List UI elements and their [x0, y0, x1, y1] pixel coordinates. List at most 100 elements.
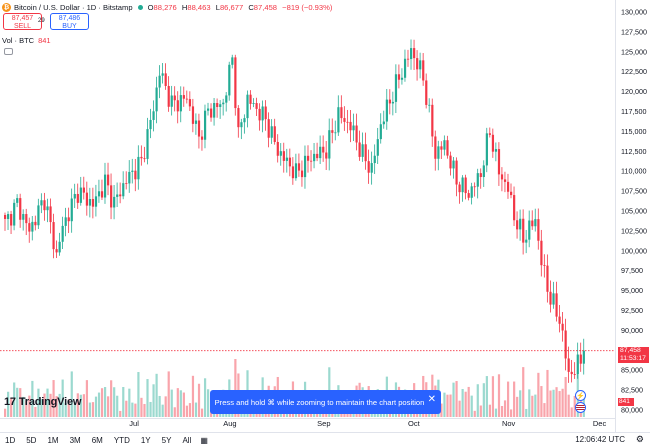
volume-bar: [79, 394, 82, 417]
symbol-legend[interactable]: ₿ Bitcoin / U.S. Dollar · 1D · Bitstamp …: [2, 1, 335, 13]
candle-body: [213, 103, 216, 118]
range-3m[interactable]: 3M: [69, 435, 81, 445]
candle-body: [46, 206, 49, 211]
candle-body: [82, 187, 85, 193]
volume-bar: [182, 392, 185, 417]
candle-body: [61, 225, 64, 242]
candle-body: [7, 214, 10, 219]
bolt-icon[interactable]: ⚡: [575, 390, 586, 401]
candle-body: [170, 95, 173, 107]
candle-body: [416, 58, 419, 70]
range-all[interactable]: All: [182, 435, 192, 445]
candle-body: [91, 199, 95, 207]
last-volume-tag: 841: [618, 398, 634, 406]
candle-body: [200, 136, 204, 140]
candle-body: [261, 106, 264, 121]
candle-body: [64, 217, 67, 226]
zoom-hint-toast: Press and hold ⌘ while zooming to mainta…: [210, 390, 441, 414]
x-tick-label: Oct: [408, 419, 421, 428]
candle-body: [431, 104, 434, 137]
volume-bar: [40, 399, 43, 417]
volume-bar: [555, 387, 558, 417]
us-flag-icon[interactable]: [575, 402, 586, 413]
candle-body: [458, 184, 461, 193]
volume-bar: [119, 410, 122, 417]
candle-body: [513, 195, 516, 221]
candle-body: [234, 57, 237, 109]
volume-bar: [140, 397, 143, 417]
candle-body: [506, 181, 510, 192]
candle-body: [558, 316, 561, 324]
low-value: 86,677: [219, 2, 244, 12]
change-value: −819 (−0.93%): [282, 2, 333, 12]
volume-bar: [482, 383, 485, 417]
volume-bar: [76, 393, 79, 417]
volume-bar: [46, 388, 49, 417]
volume-bar: [10, 398, 13, 417]
candle-body: [73, 193, 76, 199]
volume-bar: [203, 378, 207, 417]
y-tick-label: 100,000: [621, 246, 647, 255]
gear-icon[interactable]: ⚙: [635, 434, 644, 444]
candle-body: [546, 265, 549, 292]
candle-body: [358, 142, 361, 157]
candle-body: [25, 214, 28, 224]
range-1d[interactable]: 1D: [5, 435, 16, 445]
range-5y[interactable]: 5Y: [161, 435, 172, 445]
volume-bar: [55, 396, 58, 417]
candle-body: [464, 177, 467, 194]
candle-body: [252, 103, 255, 104]
volume-bar: [134, 403, 137, 417]
buy-button[interactable]: 87,486 BUY: [50, 13, 89, 30]
volume-bar: [125, 400, 128, 417]
volume-bar: [91, 402, 95, 417]
candle-body: [452, 160, 455, 169]
collapse-legend-icon[interactable]: [4, 48, 13, 55]
candle-body: [473, 186, 476, 188]
bitcoin-icon: ₿: [2, 2, 11, 12]
range-1m[interactable]: 1M: [47, 435, 59, 445]
volume-bar: [107, 396, 110, 417]
candle-body: [246, 94, 249, 119]
candle-body: [579, 354, 582, 364]
candle-body: [137, 156, 140, 180]
volume-bar: [16, 387, 19, 417]
range-1y[interactable]: 1Y: [140, 435, 151, 445]
sell-price: 87,457: [11, 15, 34, 22]
spread-value: 29: [38, 18, 45, 24]
range-ytd[interactable]: YTD: [113, 435, 130, 445]
candle-body: [76, 193, 79, 203]
volume-bar: [116, 395, 119, 417]
volume-bar: [467, 386, 470, 417]
volume-bar: [519, 390, 522, 417]
range-6m[interactable]: 6M: [91, 435, 103, 445]
volume-bar: [479, 405, 482, 417]
volume-legend[interactable]: Vol · BTC 841: [2, 36, 51, 45]
calendar-range-icon[interactable]: ▦: [200, 435, 208, 445]
close-icon[interactable]: ✕: [427, 394, 436, 405]
candle-body: [470, 186, 473, 198]
candle-body: [188, 99, 192, 107]
sell-button[interactable]: 87,457 SELL: [3, 13, 42, 30]
candle-body: [79, 187, 82, 203]
candle-body: [297, 163, 301, 171]
volume-bar: [185, 405, 188, 417]
candle-body: [455, 160, 458, 185]
candle-body: [34, 221, 37, 226]
candle-body: [428, 104, 431, 106]
range-5d[interactable]: 5D: [26, 435, 37, 445]
volume-bar: [558, 391, 561, 417]
volume-bar: [194, 402, 198, 417]
tradingview-logo[interactable]: 17 TradingView: [4, 396, 81, 408]
utc-clock[interactable]: 12:06:42 UTC: [575, 435, 625, 444]
logo-text: TradingView: [18, 396, 82, 408]
candle-body: [403, 58, 407, 78]
symbol-title[interactable]: Bitcoin / U.S. Dollar · 1D · Bitstamp: [14, 2, 133, 12]
candle-body: [434, 136, 437, 159]
candle-body: [537, 219, 540, 241]
candle-body: [228, 64, 231, 96]
candle-body: [349, 121, 352, 131]
y-tick-label: 117,500: [621, 107, 646, 116]
candle-body: [131, 170, 134, 172]
